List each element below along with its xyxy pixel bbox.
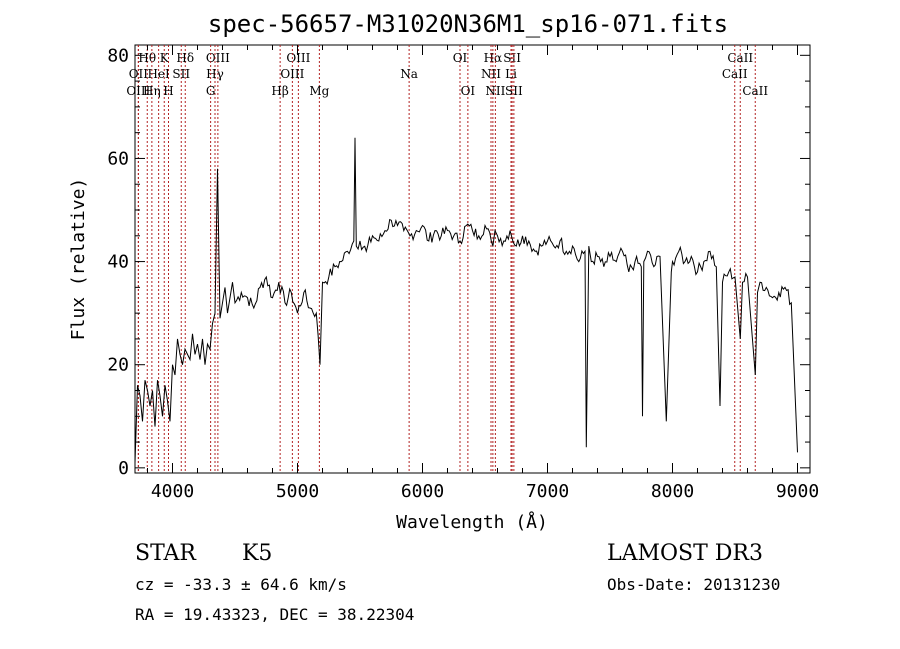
x-tick-label: 6000: [401, 481, 444, 502]
line-marker-label: OIII: [206, 51, 230, 65]
coordinates: RA = 19.43323, DEC = 38.22304: [135, 605, 414, 624]
line-marker-label: H: [163, 84, 173, 98]
line-marker-label: Hγ: [206, 67, 224, 81]
redshift-line: cz = -33.3 ± 64.6 km/s: [135, 575, 347, 594]
line-marker-label: Hα: [484, 51, 503, 65]
info-panel: STAR K5 LAMOST DR3 cz = -33.3 ± 64.6 km/…: [135, 541, 780, 624]
x-tick-label: 8000: [651, 481, 694, 502]
line-marker-label: Hδ: [176, 51, 194, 65]
y-axis-label: Flux (relative): [68, 178, 89, 341]
line-marker-label: Li: [505, 67, 517, 81]
object-class: STAR: [135, 541, 197, 566]
x-tick-label: 4000: [151, 481, 194, 502]
y-tick-label: 0: [118, 458, 129, 479]
plot-frame: [134, 44, 811, 474]
line-marker-label: NII: [481, 67, 501, 81]
line-marker-label: OI: [461, 84, 476, 98]
x-tick-label: 9000: [776, 481, 819, 502]
line-marker-label: OIII: [286, 51, 310, 65]
line-marker-label: OIII: [126, 84, 150, 98]
line-marker-label: K: [160, 51, 170, 65]
obs-date: Obs-Date: 20131230: [607, 575, 780, 594]
line-marker-label: SII: [172, 67, 190, 81]
y-tick-label: 80: [107, 45, 129, 66]
line-marker-label: HeI: [147, 67, 170, 81]
line-marker-label: OI: [453, 51, 468, 65]
line-marker-label: SII: [503, 51, 521, 65]
chart-title: spec-56657-M31020N36M1_sp16-071.fits: [208, 10, 728, 38]
x-tick-label: 7000: [526, 481, 569, 502]
line-marker-label: Hβ: [271, 84, 288, 98]
spectrum-line: [134, 137, 798, 463]
y-tick-label: 60: [107, 148, 129, 169]
line-marker-label: CaII: [722, 67, 748, 81]
axis-ticks: 4000 5000 6000 7000 8000 9000 0 20 40 60 80: [107, 45, 819, 502]
y-tick-label: 40: [107, 252, 129, 273]
y-tick-label: 20: [107, 355, 129, 376]
line-marker-label: NII: [485, 84, 505, 98]
x-axis-label: Wavelength (Å): [396, 511, 548, 533]
x-tick-label: 5000: [276, 481, 319, 502]
line-marker-label: SII: [505, 84, 523, 98]
survey-label: LAMOST DR3: [607, 541, 763, 566]
line-marker-label: CaII: [727, 51, 753, 65]
line-marker-label: CaII: [742, 84, 768, 98]
line-marker-label: Na: [400, 67, 418, 81]
object-subclass: K5: [242, 541, 272, 566]
line-marker-label: G: [206, 84, 216, 98]
line-marker-label: Hη: [143, 84, 161, 98]
line-marker-label: OIII: [280, 67, 304, 81]
line-marker-label: Hθ: [138, 51, 156, 65]
line-marker-label: Mg: [309, 84, 329, 98]
